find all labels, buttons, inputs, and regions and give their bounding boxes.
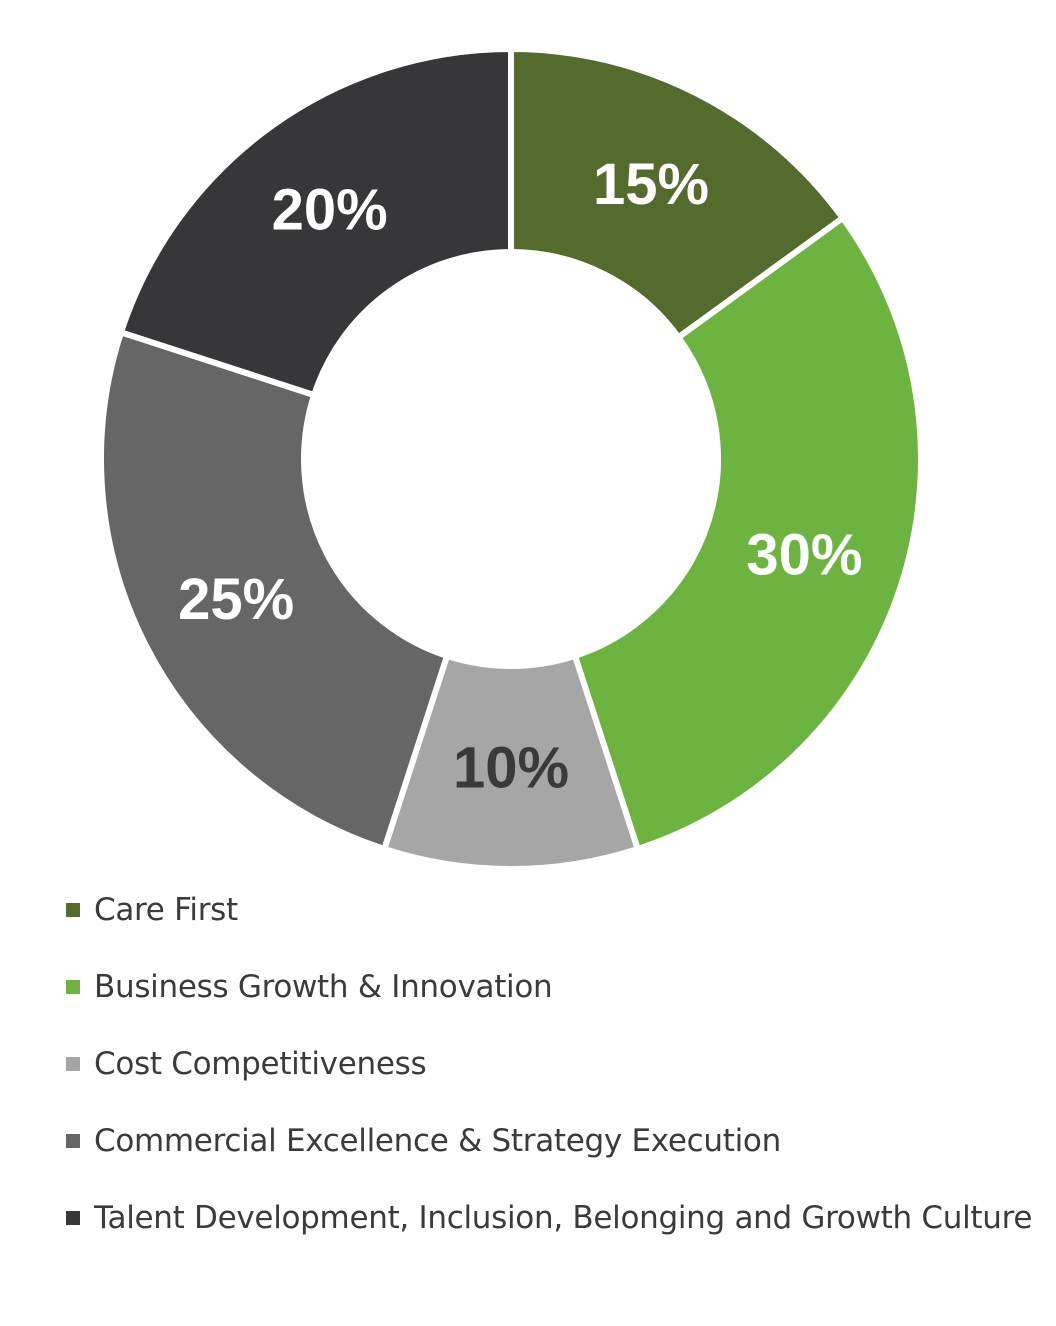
legend-label: Talent Development, Inclusion, Belonging… (94, 1200, 1033, 1236)
slice-value-label: 20% (272, 177, 388, 242)
slice-value-label: 25% (178, 567, 294, 632)
legend-swatch-icon (66, 980, 80, 994)
donut-slices (98, 45, 924, 872)
legend-item-business-growth: Business Growth & Innovation (66, 969, 553, 1005)
legend-item-commercial-excellence: Commercial Excellence & Strategy Executi… (66, 1123, 781, 1159)
donut-slice (380, 652, 642, 872)
legend-swatch-icon (66, 1057, 80, 1071)
legend-label: Commercial Excellence & Strategy Executi… (94, 1123, 781, 1159)
donut-chart: 15% 30% 10% 25% 20% (98, 45, 924, 872)
slice-value-label: 30% (746, 522, 862, 587)
slice-value-label: 15% (593, 152, 709, 217)
donut-slice (571, 213, 924, 853)
legend-item-care-first: Care First (66, 892, 238, 928)
legend-swatch-icon (66, 903, 80, 917)
legend-label: Care First (94, 892, 238, 928)
donut-slice (98, 328, 451, 853)
slice-labels: 15% 30% 10% 25% 20% (178, 152, 862, 800)
legend-item-talent-development: Talent Development, Inclusion, Belonging… (66, 1200, 1032, 1236)
legend-item-cost-competitiveness: Cost Competitiveness (66, 1046, 427, 1082)
donut-slice (117, 45, 514, 399)
legend-label: Business Growth & Innovation (94, 969, 553, 1005)
legend-swatch-icon (66, 1134, 80, 1148)
slice-value-label: 10% (453, 736, 569, 801)
donut-slice (508, 45, 847, 342)
legend-swatch-icon (66, 1211, 80, 1225)
legend-label: Cost Competitiveness (94, 1046, 427, 1082)
